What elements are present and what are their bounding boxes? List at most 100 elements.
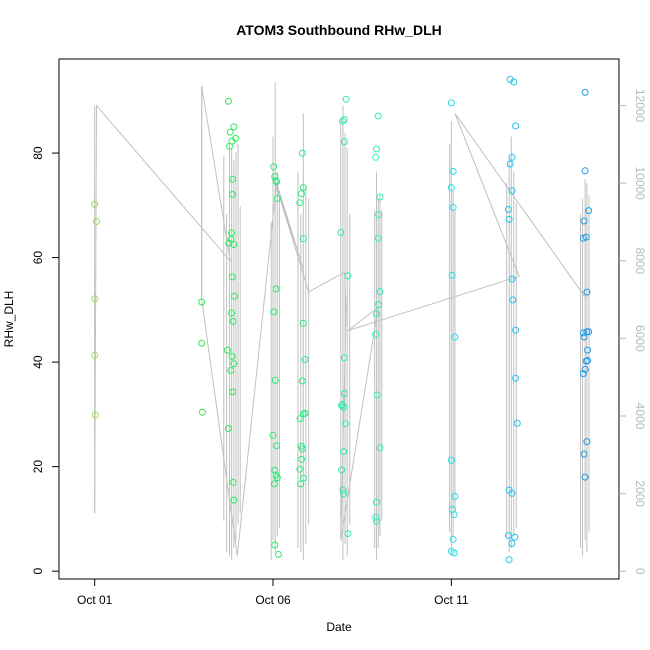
data-point-98 xyxy=(449,167,457,175)
data-point-7 xyxy=(198,408,206,416)
data-point-130 xyxy=(581,167,589,175)
y-tick-label: 20 xyxy=(31,460,45,474)
data-point-112 xyxy=(512,122,520,130)
data-point-131 xyxy=(585,207,593,215)
y2-tick-label: 4000 xyxy=(633,403,647,430)
y2-tick-label: 10000 xyxy=(633,166,647,200)
data-point-139 xyxy=(585,328,593,336)
data-point-127 xyxy=(508,540,516,547)
data-point-45 xyxy=(273,474,281,482)
data-point-57 xyxy=(299,410,307,418)
data-point-89 xyxy=(375,301,383,309)
data-point-115 xyxy=(508,187,516,195)
data-point-125 xyxy=(504,532,512,540)
data-point-41 xyxy=(273,442,281,450)
data-point-100 xyxy=(449,203,457,211)
data-point-64 xyxy=(297,480,305,488)
data-point-8 xyxy=(224,97,232,105)
series-line xyxy=(94,86,588,556)
y2-tick-label: 8000 xyxy=(633,247,647,274)
data-point-144 xyxy=(579,370,587,378)
data-point-71 xyxy=(340,354,348,362)
x-tick-label: Oct 01 xyxy=(77,593,113,607)
data-point-91 xyxy=(372,330,380,338)
data-point-80 xyxy=(340,490,348,498)
data-point-22 xyxy=(228,309,236,317)
plot-frame xyxy=(58,58,620,580)
point-layer xyxy=(91,75,593,564)
data-point-66 xyxy=(340,116,348,124)
data-point-124 xyxy=(508,489,516,497)
data-point-84 xyxy=(372,153,380,161)
data-point-76 xyxy=(341,420,349,428)
y-tick-label: 80 xyxy=(31,146,45,160)
data-point-73 xyxy=(338,402,345,409)
data-point-68 xyxy=(340,138,348,146)
data-point-81 xyxy=(344,530,352,537)
data-point-90 xyxy=(373,310,380,318)
y-tick-label: 60 xyxy=(31,251,45,265)
y2-tick-label: 12000 xyxy=(633,89,647,123)
y2-tick-label: 2000 xyxy=(633,480,647,507)
data-point-95 xyxy=(372,513,380,521)
x-axis-label: Date xyxy=(326,620,352,634)
data-point-97 xyxy=(447,99,455,107)
data-point-32 xyxy=(270,163,278,171)
data-point-31 xyxy=(230,496,238,504)
data-point-24 xyxy=(223,346,231,354)
data-point-143 xyxy=(581,365,589,373)
data-point-15 xyxy=(228,190,236,198)
data-point-117 xyxy=(505,215,513,223)
data-point-37 xyxy=(272,285,280,293)
data-point-28 xyxy=(229,388,237,396)
data-point-10 xyxy=(230,123,238,131)
data-point-79 xyxy=(339,486,347,494)
data-point-13 xyxy=(226,142,233,150)
data-point-1 xyxy=(93,218,100,225)
data-point-118 xyxy=(508,275,516,283)
data-point-132 xyxy=(580,217,588,225)
data-point-126 xyxy=(511,533,519,541)
data-point-96 xyxy=(373,517,380,525)
data-point-29 xyxy=(224,425,232,432)
data-point-92 xyxy=(373,391,381,399)
data-point-75 xyxy=(340,403,348,411)
data-point-102 xyxy=(451,333,459,341)
data-point-52 xyxy=(298,149,306,157)
data-point-20 xyxy=(228,273,236,281)
data-point-114 xyxy=(506,160,514,168)
data-point-78 xyxy=(338,466,345,474)
data-point-53 xyxy=(299,319,307,327)
y2-tick-label: 6000 xyxy=(633,325,647,352)
data-point-12 xyxy=(232,134,240,142)
data-point-39 xyxy=(271,376,279,384)
data-point-44 xyxy=(270,480,278,488)
data-point-85 xyxy=(376,193,384,201)
data-point-122 xyxy=(513,419,521,427)
data-point-27 xyxy=(227,367,235,374)
data-point-21 xyxy=(231,292,238,300)
data-point-46 xyxy=(271,541,279,549)
data-point-146 xyxy=(580,450,588,458)
data-point-2 xyxy=(91,295,99,303)
data-point-70 xyxy=(344,272,352,280)
data-point-147 xyxy=(581,473,589,481)
data-point-87 xyxy=(374,234,382,242)
y-tick-label: 0 xyxy=(31,568,45,575)
data-point-82 xyxy=(374,112,382,120)
data-point-25 xyxy=(228,352,236,360)
data-point-49 xyxy=(298,190,305,198)
data-point-134 xyxy=(582,233,590,241)
data-point-113 xyxy=(508,153,516,161)
data-point-19 xyxy=(230,241,238,248)
y-tick-label: 40 xyxy=(31,355,45,369)
data-point-129 xyxy=(581,88,589,96)
data-point-116 xyxy=(504,206,512,213)
data-point-42 xyxy=(271,466,279,474)
data-point-72 xyxy=(340,390,348,397)
data-point-145 xyxy=(583,438,591,446)
x-tick-label: Oct 11 xyxy=(434,593,469,607)
data-point-26 xyxy=(230,360,238,368)
data-point-120 xyxy=(512,326,520,334)
data-point-93 xyxy=(376,444,384,452)
